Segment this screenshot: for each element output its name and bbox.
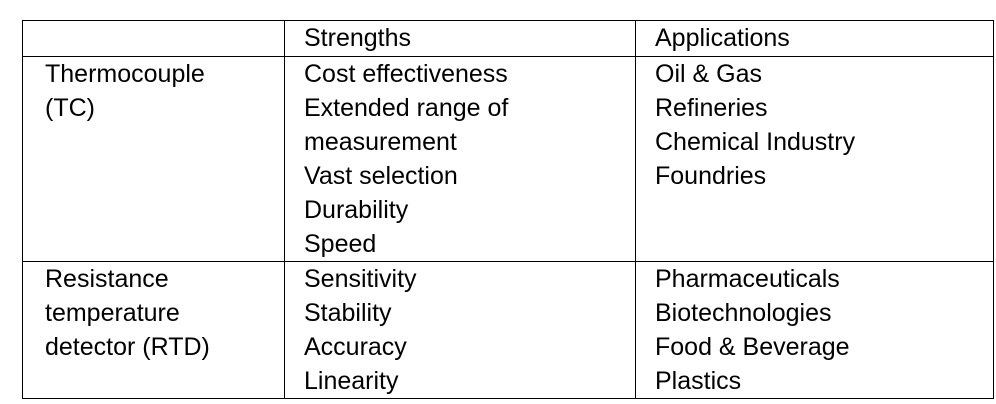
application-item: Food & Beverage <box>655 333 850 361</box>
strength-item: Extended range of measurement <box>304 94 509 156</box>
strength-item: Speed <box>304 230 377 258</box>
sensor-row: Thermocouple (TC) Cost effectiveness Exten… <box>22 56 994 262</box>
application-item: Plastics <box>655 367 742 395</box>
strength-item: Linearity <box>304 367 399 395</box>
strength-item: Accuracy <box>304 333 407 361</box>
table-body: Strengths Applications Thermocouple (TC)… <box>22 20 994 399</box>
header-cell: Applications <box>635 20 994 57</box>
strength-item: Stability <box>304 299 392 327</box>
strength-item: Vast selection <box>304 162 458 190</box>
sensor-cell: Thermocouple (TC) <box>22 56 285 262</box>
application-item: Biotechnologies <box>655 299 832 327</box>
strength-item: Cost effectiveness <box>304 60 508 88</box>
strengths-cell: Cost effectiveness Extended range of meas… <box>284 56 636 262</box>
application-item: Oil & Gas <box>655 60 762 88</box>
application-item: Chemical Industry <box>655 128 856 156</box>
header-row: Strengths Applications <box>22 20 994 57</box>
applications-cell: Pharmaceuticals Biotechnologies Food & Bev… <box>635 261 994 399</box>
comparison-table: Strengths Applications Thermocouple (TC)… <box>22 20 994 399</box>
header-cell <box>22 20 285 57</box>
application-item: Pharmaceuticals <box>655 265 840 293</box>
strength-item: Durability <box>304 196 409 224</box>
strength-item: Sensitivity <box>304 265 417 293</box>
sensor-row: Resistance temperature detector (RTD) Sen… <box>22 261 994 399</box>
applications-cell: Oil & Gas Refineries Chemical Industry Foun… <box>635 56 994 262</box>
application-item: Foundries <box>655 162 767 190</box>
sensor-cell: Resistance temperature detector (RTD) <box>22 261 285 399</box>
application-item: Refineries <box>655 94 768 122</box>
strengths-cell: Sensitivity Stability Accuracy Linearity <box>284 261 636 399</box>
header-cell: Strengths <box>284 20 636 57</box>
